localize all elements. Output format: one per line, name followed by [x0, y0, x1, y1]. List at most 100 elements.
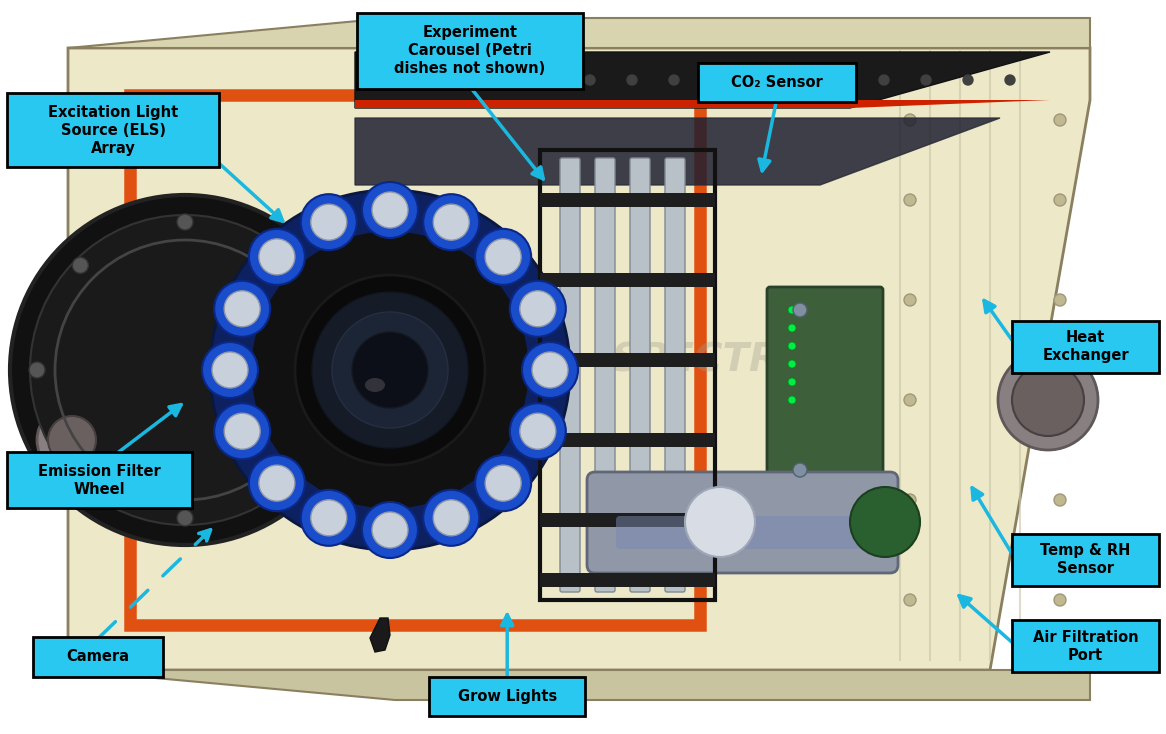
Circle shape [224, 413, 260, 449]
Circle shape [224, 291, 260, 327]
Text: Emission Filter
Wheel: Emission Filter Wheel [38, 464, 161, 496]
FancyBboxPatch shape [1012, 620, 1159, 672]
FancyBboxPatch shape [7, 451, 192, 509]
FancyBboxPatch shape [1012, 321, 1159, 373]
FancyBboxPatch shape [560, 158, 580, 592]
Text: CO₂ Sensor: CO₂ Sensor [731, 75, 822, 90]
Circle shape [311, 500, 346, 536]
Circle shape [475, 455, 532, 511]
Circle shape [48, 416, 96, 464]
Circle shape [212, 352, 248, 388]
Circle shape [684, 487, 756, 557]
Circle shape [475, 229, 532, 285]
Circle shape [259, 239, 295, 275]
Circle shape [417, 75, 427, 85]
Circle shape [510, 281, 566, 337]
Circle shape [1054, 494, 1066, 506]
Circle shape [522, 342, 578, 398]
Circle shape [879, 75, 888, 85]
Circle shape [210, 190, 570, 550]
Text: Heat
Exchanger: Heat Exchanger [1042, 330, 1129, 363]
Circle shape [295, 275, 485, 465]
Polygon shape [370, 618, 389, 652]
Circle shape [30, 215, 340, 525]
Circle shape [585, 75, 595, 85]
Circle shape [788, 342, 796, 350]
FancyBboxPatch shape [7, 93, 219, 167]
FancyBboxPatch shape [33, 636, 163, 677]
Circle shape [532, 352, 568, 388]
Circle shape [1005, 75, 1014, 85]
Circle shape [72, 467, 89, 483]
Circle shape [215, 281, 271, 337]
Circle shape [1054, 114, 1066, 126]
Circle shape [177, 214, 194, 230]
Circle shape [1054, 194, 1066, 206]
Circle shape [325, 362, 340, 378]
Circle shape [282, 467, 297, 483]
Circle shape [711, 75, 721, 85]
Polygon shape [354, 118, 1000, 185]
FancyBboxPatch shape [767, 287, 883, 493]
Circle shape [332, 312, 448, 428]
Circle shape [963, 75, 972, 85]
Circle shape [202, 342, 258, 398]
Circle shape [301, 490, 357, 546]
Circle shape [259, 465, 295, 501]
Circle shape [29, 362, 45, 378]
Circle shape [361, 182, 417, 238]
Circle shape [1054, 594, 1066, 606]
Circle shape [250, 230, 531, 510]
Circle shape [510, 403, 566, 459]
Circle shape [788, 378, 796, 386]
FancyBboxPatch shape [540, 573, 715, 587]
Polygon shape [68, 18, 1090, 48]
Circle shape [998, 350, 1098, 450]
Circle shape [1054, 394, 1066, 406]
Circle shape [904, 294, 916, 306]
FancyBboxPatch shape [595, 158, 614, 592]
Circle shape [788, 360, 796, 368]
Circle shape [837, 75, 847, 85]
Circle shape [1054, 294, 1066, 306]
Polygon shape [68, 48, 1090, 670]
Text: Temp & RH
Sensor: Temp & RH Sensor [1040, 543, 1131, 576]
Circle shape [311, 204, 346, 240]
FancyBboxPatch shape [630, 158, 649, 592]
Circle shape [753, 75, 763, 85]
Circle shape [282, 258, 297, 273]
FancyBboxPatch shape [540, 273, 715, 287]
Circle shape [352, 332, 428, 408]
Circle shape [423, 490, 479, 546]
Circle shape [423, 195, 479, 250]
Circle shape [501, 75, 511, 85]
Circle shape [904, 394, 916, 406]
Polygon shape [354, 100, 1051, 108]
Circle shape [301, 195, 357, 250]
Circle shape [669, 75, 679, 85]
Text: Camera: Camera [66, 650, 129, 664]
Circle shape [520, 291, 556, 327]
Circle shape [904, 594, 916, 606]
Circle shape [372, 192, 408, 228]
Circle shape [177, 510, 194, 526]
Circle shape [361, 502, 417, 558]
Circle shape [795, 75, 805, 85]
Circle shape [793, 303, 807, 317]
Text: SPECTRUM: SPECTRUM [611, 341, 849, 379]
Text: Air Filtration
Port: Air Filtration Port [1033, 630, 1138, 663]
FancyBboxPatch shape [540, 433, 715, 447]
FancyBboxPatch shape [1012, 534, 1159, 586]
Text: Grow Lights: Grow Lights [457, 689, 557, 704]
Polygon shape [68, 670, 1090, 700]
Circle shape [248, 455, 304, 511]
Ellipse shape [365, 378, 385, 392]
Circle shape [312, 292, 468, 448]
Circle shape [520, 413, 556, 449]
Circle shape [1012, 364, 1084, 436]
Circle shape [850, 487, 920, 557]
FancyBboxPatch shape [697, 62, 856, 102]
Polygon shape [354, 52, 1051, 108]
FancyBboxPatch shape [540, 513, 715, 527]
Circle shape [215, 403, 271, 459]
